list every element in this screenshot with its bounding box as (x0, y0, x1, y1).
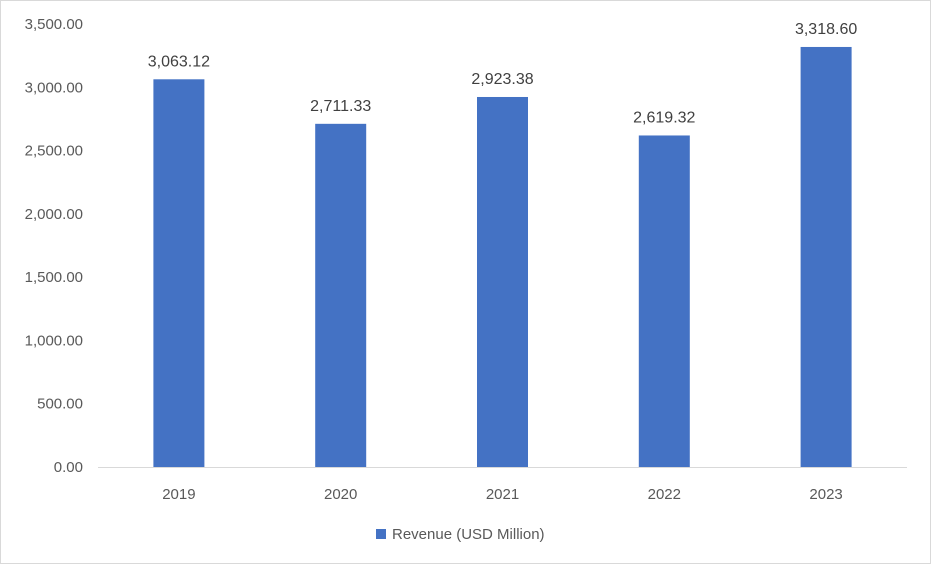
bar-2020 (315, 123, 367, 467)
y-axis-labels: 0.00 500.00 1,000.00 1,500.00 2,000.00 2,500.… (25, 16, 83, 476)
data-labels: 3,063.12 2,711.33 2,923.38 2,619.32 3,318.60 (148, 21, 858, 127)
data-label-2023: 3,318.60 (795, 21, 857, 38)
bar-2022 (638, 135, 690, 467)
y-tick-label: 1,000.00 (25, 332, 83, 349)
bar-2023 (800, 46, 852, 468)
data-label-2021: 2,923.38 (471, 71, 533, 88)
data-label-2019: 3,063.12 (148, 53, 210, 70)
y-tick-label: 0.00 (54, 459, 83, 476)
y-tick-label: 3,500.00 (25, 16, 83, 33)
y-tick-label: 1,500.00 (25, 269, 83, 286)
x-tick-label-2020: 2020 (324, 486, 357, 503)
y-tick-label: 3,000.00 (25, 79, 83, 96)
legend: Revenue (USD Million) (376, 526, 545, 543)
x-axis-labels: 2019 2020 2021 2022 2023 (162, 486, 843, 503)
y-tick-label: 2,000.00 (25, 206, 83, 223)
y-tick-label: 500.00 (37, 396, 83, 413)
y-tick-label: 2,500.00 (25, 143, 83, 160)
x-tick-label-2023: 2023 (809, 486, 842, 503)
bar-2019 (153, 79, 205, 468)
data-label-2022: 2,619.32 (633, 109, 695, 126)
x-tick-label-2019: 2019 (162, 486, 195, 503)
legend-label: Revenue (USD Million) (392, 526, 545, 543)
bars (153, 46, 852, 468)
bar-2021 (477, 96, 528, 468)
data-label-2020: 2,711.33 (310, 98, 371, 115)
legend-swatch (376, 529, 386, 539)
x-tick-label-2022: 2022 (648, 486, 681, 503)
x-tick-label-2021: 2021 (486, 486, 519, 503)
